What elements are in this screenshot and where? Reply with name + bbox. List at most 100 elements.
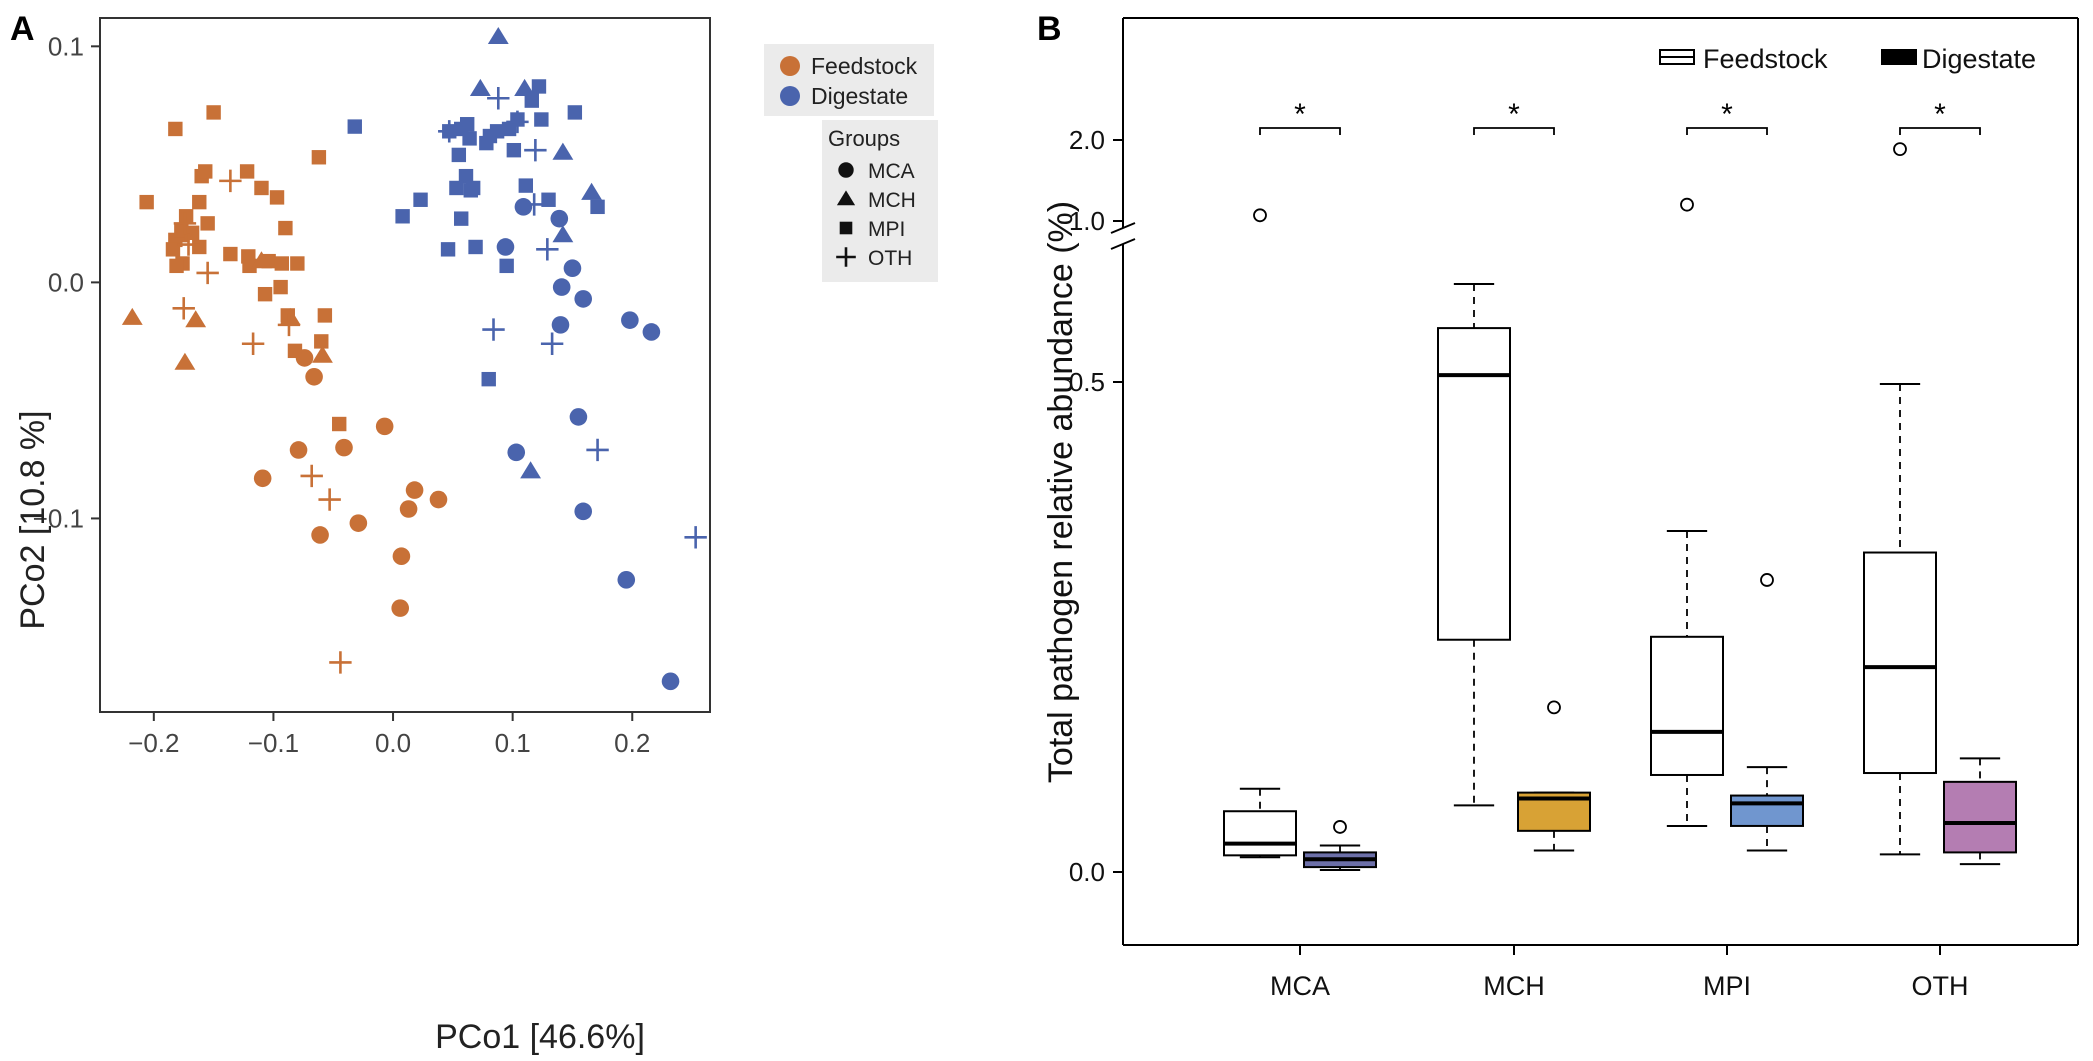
point-feedstock-mpi: [192, 239, 207, 255]
point-feedstock-mpi: [274, 256, 290, 271]
point-digestate-mch: [469, 78, 491, 96]
point-feedstock-oth: [177, 233, 200, 256]
legend-label-feedstock: Feedstock: [1703, 44, 1828, 74]
point-feedstock-mpi: [242, 258, 257, 274]
point-digestate-oth: [438, 120, 461, 143]
point-digestate-mpi: [506, 142, 522, 158]
box-feedstock-mch: [1437, 327, 1511, 641]
significance-bracket: [1899, 127, 1981, 135]
panel-a-x-axis-label: PCo1 [46.6%]: [435, 1018, 645, 1056]
point-digestate-mca: [617, 571, 636, 589]
point-feedstock-mpi: [165, 242, 181, 257]
box-feedstock-mca-outlier: [1253, 208, 1267, 223]
point-feedstock-mca: [335, 438, 353, 457]
point-digestate-mch: [487, 26, 509, 45]
point-digestate-mpi: [481, 371, 496, 387]
point-feedstock-mch: [121, 307, 143, 325]
axis-break-mark: [1110, 238, 1136, 250]
group-legend-label: MPI: [868, 218, 905, 241]
point-feedstock-mch: [185, 310, 207, 328]
panel-a-axes: −0.2 −0.1 0.0 0.1 0.2 −0.1 0.0 0.1: [33, 17, 711, 758]
point-digestate-mpi: [413, 192, 428, 207]
point-digestate-mca: [552, 278, 571, 296]
point-digestate-mpi: [501, 121, 517, 137]
group-legend-label: MCA: [868, 160, 915, 183]
point-feedstock-mca: [295, 349, 314, 367]
color-legend-swatch: [780, 56, 800, 76]
box-feedstock-oth-outlier: [1893, 142, 1907, 157]
point-digestate-mch: [581, 182, 603, 200]
point-feedstock-mca: [253, 469, 272, 488]
group-legend-title: Groups: [828, 126, 900, 151]
significance-bracket: [1473, 127, 1555, 135]
box-feedstock-mpi: [1650, 635, 1724, 776]
point-digestate-mpi: [531, 79, 547, 94]
point-feedstock-mch: [312, 345, 333, 363]
panel-a-frame: [99, 17, 711, 713]
panel-b-y-axis-label: Total pathogen relative abundance (%): [1042, 201, 1080, 783]
y-tick-label: 1.0: [1069, 206, 1105, 236]
point-digestate-mpi: [440, 242, 456, 257]
point-feedstock-mpi: [206, 105, 221, 120]
point-feedstock-mca: [399, 500, 418, 518]
box-feedstock-oth: [1863, 551, 1937, 775]
point-feedstock-oth: [300, 464, 323, 488]
group-legend-label: MCH: [868, 189, 916, 212]
panel-a: A −0.2 −0.1 0.0 0.1 0.2 −0.1 0.0 0.1 Feedstock D…: [10, 10, 938, 1056]
point-feedstock-mca: [289, 441, 308, 459]
point-feedstock-mca: [405, 481, 424, 499]
group-legend-marker: [839, 221, 853, 235]
point-digestate-mca: [496, 238, 515, 256]
significance-star: *: [1294, 98, 1306, 131]
point-digestate-mpi: [567, 105, 583, 120]
box-digestate-mpi: [1730, 794, 1804, 827]
point-feedstock-oth: [173, 212, 197, 235]
point-digestate-oth: [684, 526, 707, 549]
point-feedstock-mpi: [239, 164, 255, 179]
point-feedstock-mpi: [139, 194, 154, 210]
point-feedstock-oth: [196, 261, 219, 285]
point-digestate-mpi: [590, 199, 605, 215]
point-feedstock-mpi: [278, 220, 293, 236]
box-digestate-mca-outlier: [1333, 820, 1347, 834]
point-digestate-mpi: [524, 93, 539, 108]
point-feedstock-mpi: [290, 256, 305, 271]
point-digestate-mpi: [499, 258, 514, 274]
point-feedstock-mpi: [311, 150, 327, 165]
y-tick-label: 0.1: [48, 31, 84, 61]
axis-break-mark: [1110, 222, 1136, 234]
panel-b-boxes: [1223, 142, 2017, 872]
point-feedstock-oth: [172, 297, 195, 320]
color-legend-label: Feedstock: [811, 53, 918, 79]
point-digestate-mpi: [458, 168, 474, 184]
point-feedstock-mch: [174, 352, 196, 370]
y-tick-label: 0.5: [1069, 367, 1105, 397]
x-tick-label: −0.1: [248, 728, 299, 758]
point-digestate-mch: [552, 225, 574, 243]
panel-a-points: [121, 26, 707, 691]
x-tick-label: MPI: [1703, 971, 1751, 1001]
significance-star: *: [1508, 98, 1520, 131]
point-feedstock-mca: [305, 368, 323, 386]
point-digestate-mpi: [463, 183, 478, 198]
point-digestate-mpi: [449, 180, 464, 196]
point-feedstock-mpi: [200, 216, 215, 231]
point-digestate-oth: [482, 318, 505, 341]
point-feedstock-mca: [391, 599, 410, 617]
point-feedstock-mch: [251, 251, 272, 269]
panel-b-legend: Feedstock Digestate: [1659, 44, 2036, 74]
box-digestate-mch-outlier: [1547, 700, 1561, 715]
point-feedstock-mpi: [223, 246, 238, 262]
point-feedstock-oth: [277, 313, 301, 337]
point-feedstock-mpi: [192, 194, 207, 210]
panel-b: B 0.0 0.5 1.0 2.0 MCA MCH MPI OTH * * * * Feedstoc…: [1037, 10, 2079, 1001]
point-digestate-mca: [574, 290, 593, 308]
point-feedstock-mpi: [169, 258, 184, 274]
point-digestate-mca: [514, 198, 533, 216]
x-tick-label: OTH: [1912, 971, 1969, 1001]
point-feedstock-mpi: [317, 308, 333, 323]
point-digestate-oth: [524, 138, 547, 162]
point-digestate-oth: [540, 332, 564, 355]
point-feedstock-mpi: [269, 190, 285, 205]
significance-bracket: [1259, 127, 1341, 135]
